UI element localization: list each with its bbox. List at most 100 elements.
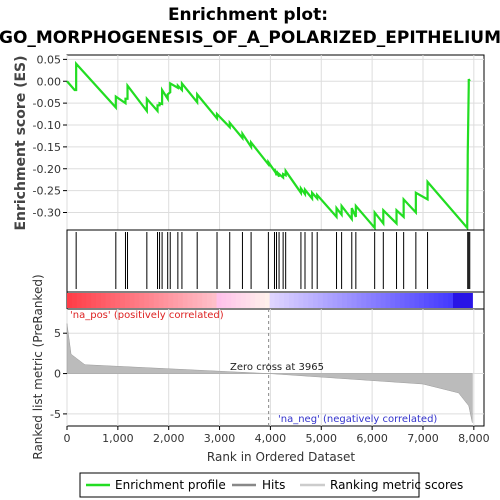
color-bar-segment (467, 293, 473, 308)
x-axis-ticks: 0 1,000 2,000 3,000 4,000 5,000 6,000 7,000 8,00… (64, 426, 490, 445)
color-bar-segment (134, 293, 140, 308)
color-bar-segment (221, 293, 227, 308)
metric-y-tick-label: 0 (54, 368, 61, 381)
color-bar-segment (438, 293, 444, 308)
color-bar-segment (255, 293, 261, 308)
color-bar-segment (346, 293, 353, 308)
color-bar-segment (409, 293, 416, 308)
legend-entry-ranking-metric: Ranking metric scores (330, 478, 463, 492)
x-tick-label: 7,000 (407, 432, 439, 445)
color-bar-segment (351, 293, 358, 308)
metric-y-tick-label: -5 (50, 408, 61, 421)
metric-y-ticks: 5 0 -5 (50, 327, 67, 421)
es-y-tick-label: 0.05 (37, 53, 62, 66)
hit-markers (75, 232, 471, 289)
color-bar-segment (317, 293, 324, 308)
x-tick-label: 6,000 (356, 432, 388, 445)
color-bar-segment (356, 293, 362, 308)
color-bar-segment (390, 293, 396, 308)
color-bar-segment (67, 293, 73, 308)
color-bar-segment (462, 293, 469, 308)
color-bar-segment (149, 293, 155, 308)
color-bar-segment (182, 293, 189, 308)
color-bar-segment (443, 293, 449, 308)
color-bar-segment (177, 293, 184, 308)
es-y-tick-label: -0.05 (33, 97, 61, 110)
legend-entry-enrichment-profile: Enrichment profile (115, 478, 226, 492)
color-bar-segment (327, 293, 333, 308)
color-bar-segment (303, 293, 309, 308)
color-bar-segment (231, 293, 237, 308)
es-gridlines (66, 55, 484, 230)
color-bar-segment (250, 293, 256, 308)
es-y-tick-label: -0.10 (33, 119, 61, 132)
color-bar-segment (100, 293, 107, 308)
metric-y-axis-label: Ranked list metric (PreRanked) (31, 274, 45, 459)
color-bar-segment (284, 293, 290, 308)
color-bar-segment (202, 293, 208, 308)
color-bar-segment (129, 293, 136, 308)
color-bar-segment (424, 293, 430, 308)
hits-panel-frame (66, 229, 485, 293)
color-bar-segment (211, 293, 218, 308)
color-bar-segment (173, 293, 179, 308)
color-bar-segment (71, 293, 78, 308)
color-bar-segment (288, 293, 295, 308)
chart-title-line2: GO_MORPHOGENESIS_OF_A_POLARIZED_EPITHELI… (0, 28, 500, 48)
color-bar-segment (366, 293, 372, 308)
color-bar-segment (245, 293, 251, 308)
color-bar-segment (120, 293, 126, 308)
color-bar-segment (404, 293, 411, 308)
color-bar-segment (158, 293, 165, 308)
color-bar-segment (385, 293, 391, 308)
x-axis-label: Rank in Ordered Dataset (207, 450, 355, 464)
color-bar-segment (279, 293, 285, 308)
enrichment-profile-line (66, 60, 471, 231)
es-y-tick-label: -0.25 (33, 185, 61, 198)
color-bar-segment (370, 293, 377, 308)
color-bar-segment (240, 293, 247, 308)
color-bar-segment (274, 293, 280, 308)
chart-title-line1: Enrichment plot: (168, 5, 328, 25)
x-tick-label: 1,000 (102, 432, 134, 445)
es-y-ticks: 0.05 0.00 -0.05 -0.10 -0.15 -0.20 -0.25 -0.30 (33, 53, 67, 220)
color-bar-segment (105, 293, 112, 308)
color-bar-segment (144, 293, 150, 308)
color-bar-segment (453, 293, 459, 308)
color-bar-segment (428, 293, 435, 308)
x-tick-label: 0 (64, 432, 71, 445)
color-bar-segment (399, 293, 406, 308)
x-tick-label: 2,000 (153, 432, 185, 445)
color-bar-segment (448, 293, 454, 308)
color-bar-segment (115, 293, 121, 308)
color-bar-segment (226, 293, 232, 308)
color-bar-segment (206, 293, 213, 308)
color-bar-segment (322, 293, 329, 308)
color-bar-segment (313, 293, 319, 308)
legend-entry-hits: Hits (262, 478, 285, 492)
zero-cross-label: Zero cross at 3965 (230, 362, 324, 373)
x-tick-label: 4,000 (255, 432, 287, 445)
color-bar-segment (375, 293, 382, 308)
color-bar-segment (293, 293, 300, 308)
color-bar-segment (361, 293, 367, 308)
es-y-tick-label: 0.00 (37, 75, 62, 88)
x-tick-label: 3,000 (204, 432, 236, 445)
es-y-tick-label: -0.30 (33, 207, 61, 220)
metric-y-tick-label: 5 (54, 327, 61, 340)
color-bar-segment (260, 293, 266, 308)
es-y-tick-label: -0.20 (33, 163, 61, 176)
color-bar-segment (457, 293, 464, 308)
es-y-tick-label: -0.15 (33, 141, 61, 154)
color-bar-segment (414, 293, 420, 308)
color-bar-segment (419, 293, 425, 308)
x-tick-label: 5,000 (306, 432, 338, 445)
positive-correlation-label: 'na_pos' (positively correlated) (70, 310, 224, 321)
color-bar-segment (197, 293, 203, 308)
color-bar-segment (192, 293, 198, 308)
color-bar-segment (91, 293, 97, 308)
color-bar-segment (139, 293, 145, 308)
color-bar-segment (380, 293, 387, 308)
x-tick-label: 8,000 (458, 432, 490, 445)
